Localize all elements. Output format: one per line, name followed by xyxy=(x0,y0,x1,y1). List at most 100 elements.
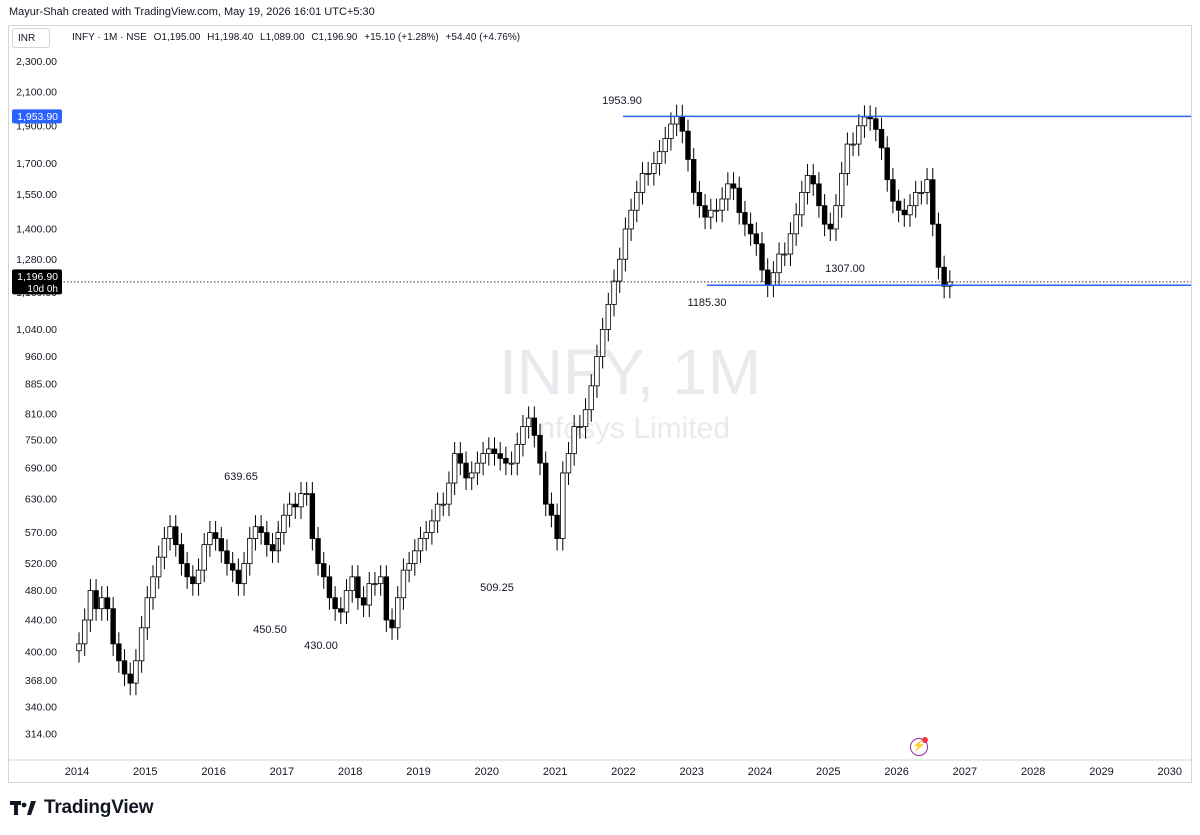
candle-body xyxy=(554,514,560,539)
candle-body xyxy=(195,569,202,585)
candle-body xyxy=(821,205,828,225)
candle-body xyxy=(190,576,196,585)
candle-body xyxy=(463,462,469,479)
candle-body xyxy=(349,576,355,592)
candle-body xyxy=(702,205,708,218)
candle-body xyxy=(713,209,720,212)
candle-body xyxy=(218,538,224,552)
candle-body xyxy=(890,179,896,202)
candle-body xyxy=(258,526,264,533)
candle-body xyxy=(138,627,145,662)
candle-body xyxy=(742,212,748,225)
candle-body xyxy=(571,426,577,455)
candle-body xyxy=(178,544,185,564)
y-axis-tick-label: 2,300.00 xyxy=(16,56,57,68)
candle-body xyxy=(651,162,657,174)
candle-body xyxy=(332,597,338,610)
y-axis-tick-label: 960.00 xyxy=(25,351,57,363)
y-axis-tick-label: 2,100.00 xyxy=(16,87,57,99)
candle-body xyxy=(389,619,395,629)
candle-body xyxy=(338,608,344,613)
candle-body xyxy=(918,192,925,194)
y-axis-tick-label: 690.00 xyxy=(25,463,57,475)
candle-body xyxy=(184,563,190,578)
high-line-price-label-bg xyxy=(12,109,62,124)
candle-body xyxy=(776,253,782,274)
candle-body xyxy=(451,453,458,484)
candle-body xyxy=(912,192,919,207)
candle-body xyxy=(423,532,429,539)
candle-body xyxy=(525,417,532,427)
candle-body xyxy=(269,544,276,552)
x-axis-tick-label: 2030 xyxy=(1158,766,1182,778)
candle-body xyxy=(480,453,486,464)
candle-body xyxy=(486,448,492,455)
candle-body xyxy=(155,556,162,578)
candle-body xyxy=(469,472,475,479)
candle-body xyxy=(366,583,372,606)
candle-body xyxy=(417,538,424,552)
candle-body xyxy=(76,643,82,652)
candle-body xyxy=(326,576,333,599)
lightning-alert-icon[interactable]: ⚡ xyxy=(910,738,928,756)
candle-body xyxy=(446,482,452,505)
candle-body xyxy=(309,493,316,539)
candle-body xyxy=(782,253,788,256)
tradingview-wordmark: TradingView xyxy=(44,797,154,818)
currency-selector[interactable]: INR xyxy=(12,28,50,48)
candle-body xyxy=(167,526,173,539)
y-axis-tick-label: 1,700.00 xyxy=(16,158,57,170)
price-annotation: 639.65 xyxy=(224,471,258,483)
tradingview-logo-icon xyxy=(10,801,36,815)
candle-body xyxy=(281,514,287,533)
candle-body xyxy=(634,192,640,211)
candle-body xyxy=(770,272,777,286)
x-axis-tick-label: 2026 xyxy=(884,766,908,778)
x-axis-tick-label: 2014 xyxy=(65,766,89,778)
y-axis-tick-label: 480.00 xyxy=(25,585,57,597)
candle-body xyxy=(656,151,663,164)
candle-body xyxy=(406,563,412,571)
price-annotation: 1185.30 xyxy=(688,297,727,309)
candle-body xyxy=(377,576,384,585)
candles-group xyxy=(76,104,953,696)
y-axis-tick-label: 1,400.00 xyxy=(16,223,57,235)
candle-body xyxy=(753,233,760,245)
candle-body xyxy=(383,576,390,621)
candle-body xyxy=(104,597,111,610)
y-axis-tick-label: 314.00 xyxy=(25,729,57,741)
candle-body xyxy=(873,118,879,130)
candle-body xyxy=(497,453,503,459)
candle-body xyxy=(412,550,418,564)
y-axis-tick-label: 810.00 xyxy=(25,408,57,420)
candle-body xyxy=(457,453,464,464)
candle-body xyxy=(810,175,816,185)
candle-body xyxy=(292,503,298,508)
candle-body xyxy=(93,590,99,610)
legend-symbol[interactable]: INFY · 1M · NSE xyxy=(72,32,147,43)
x-axis-tick-label: 2020 xyxy=(475,766,499,778)
price-annotation: 450.50 xyxy=(253,624,287,636)
x-axis-tick-label: 2016 xyxy=(201,766,225,778)
y-axis-tick-label: 630.00 xyxy=(25,493,57,505)
x-axis-tick-label: 2017 xyxy=(270,766,294,778)
candle-body xyxy=(275,532,281,539)
candle-body xyxy=(429,520,435,533)
candle-body xyxy=(440,503,446,506)
candle-body xyxy=(343,590,350,613)
tradingview-logo[interactable]: TradingView xyxy=(10,797,154,819)
legend-change: +15.10 (+1.28%) xyxy=(364,32,439,43)
candle-body xyxy=(622,228,629,260)
candle-body xyxy=(764,269,771,286)
x-axis-tick-label: 2022 xyxy=(611,766,635,778)
candle-body xyxy=(645,173,651,175)
candle-body xyxy=(229,563,236,571)
candle-body xyxy=(207,532,213,546)
candle-body xyxy=(241,563,247,585)
candle-body xyxy=(127,673,133,684)
candle-body xyxy=(508,462,515,465)
alert-notification-dot xyxy=(922,737,928,743)
candle-body xyxy=(99,597,105,610)
candle-body xyxy=(81,619,88,645)
